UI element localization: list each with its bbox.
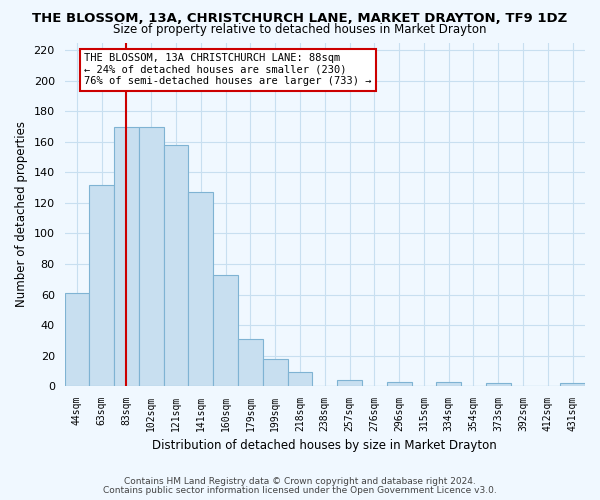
Bar xyxy=(486,383,511,386)
Text: Contains public sector information licensed under the Open Government Licence v3: Contains public sector information licen… xyxy=(103,486,497,495)
Bar xyxy=(287,372,313,386)
Bar xyxy=(188,192,213,386)
Text: THE BLOSSOM, 13A, CHRISTCHURCH LANE, MARKET DRAYTON, TF9 1DZ: THE BLOSSOM, 13A, CHRISTCHURCH LANE, MAR… xyxy=(32,12,568,24)
Text: Size of property relative to detached houses in Market Drayton: Size of property relative to detached ho… xyxy=(113,22,487,36)
Bar xyxy=(337,380,362,386)
Bar xyxy=(387,382,412,386)
Bar xyxy=(213,274,238,386)
Bar xyxy=(263,358,287,386)
Bar xyxy=(65,293,89,386)
Bar xyxy=(89,184,114,386)
Bar xyxy=(139,126,164,386)
Bar xyxy=(114,126,139,386)
Bar xyxy=(436,382,461,386)
Text: Contains HM Land Registry data © Crown copyright and database right 2024.: Contains HM Land Registry data © Crown c… xyxy=(124,478,476,486)
Bar xyxy=(560,383,585,386)
Bar xyxy=(164,145,188,386)
Y-axis label: Number of detached properties: Number of detached properties xyxy=(15,122,28,308)
Bar xyxy=(238,339,263,386)
Text: THE BLOSSOM, 13A CHRISTCHURCH LANE: 88sqm
← 24% of detached houses are smaller (: THE BLOSSOM, 13A CHRISTCHURCH LANE: 88sq… xyxy=(85,53,372,86)
X-axis label: Distribution of detached houses by size in Market Drayton: Distribution of detached houses by size … xyxy=(152,440,497,452)
